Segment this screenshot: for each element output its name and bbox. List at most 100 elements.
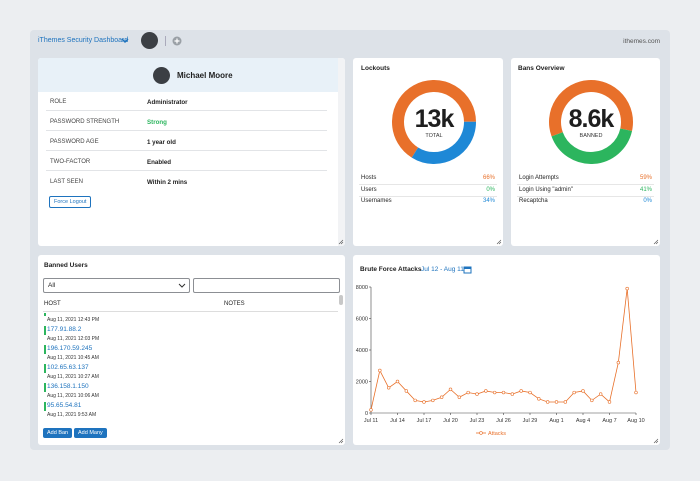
row-divider (517, 195, 654, 197)
line-point (625, 286, 629, 291)
footer: Add Ban Add Many (38, 425, 345, 445)
card-title: Banned Users (44, 262, 88, 269)
column-header: HOST (44, 301, 61, 307)
line-point (572, 390, 576, 395)
donut-total: 13k (415, 105, 455, 133)
row-label: ROLE (50, 99, 67, 105)
resize-grip (653, 438, 659, 444)
donut-segment (392, 80, 476, 158)
line-point (537, 397, 541, 401)
line-point (484, 389, 488, 393)
row-value: Within 2 mins (147, 179, 188, 186)
column-header: NOTES (224, 301, 245, 307)
ban-host: 102.65.63.137 (47, 364, 89, 371)
row-label: TWO-FACTOR (50, 159, 91, 165)
line-point (501, 390, 506, 395)
ban-date: Aug 11, 2021 10:45 AM (47, 355, 99, 361)
date-range[interactable]: Jul 12 - Aug 11 (421, 266, 464, 273)
legend-value: 66% (482, 175, 495, 181)
search-input[interactable] (193, 278, 340, 293)
line-point (457, 395, 462, 399)
divider (43, 311, 338, 312)
user-name: Michael Moore (177, 71, 233, 80)
user-header (38, 58, 338, 92)
row-label: PASSWORD STRENGTH (50, 119, 120, 125)
resize-grip (338, 438, 344, 444)
x-tick-label: Jul 29 (523, 418, 538, 424)
ban-marker (44, 402, 46, 411)
line-point (395, 379, 400, 384)
card-title: Lockouts (361, 65, 390, 72)
line-point (563, 400, 568, 404)
ban-host: 136.158.1.150 (47, 383, 89, 390)
resize-grip (338, 239, 344, 245)
row-label: PASSWORD AGE (50, 139, 99, 145)
line-point (598, 392, 603, 396)
legend-name: Login Attempts (519, 175, 559, 181)
card-title: Brute Force Attacks (360, 266, 422, 273)
line-point (378, 368, 382, 373)
donut-total: 8.6k (569, 105, 615, 133)
line-point (404, 389, 409, 393)
user-avatar (153, 67, 170, 84)
ban-marker (44, 345, 46, 354)
legend-name: Usernames (361, 198, 392, 204)
y-tick-label: 4000 (356, 348, 368, 354)
ban-host: 196.170.59.245 (47, 345, 93, 352)
dashboard-title[interactable]: iThemes Security Dashboard (38, 37, 129, 44)
donut-segment (411, 121, 476, 164)
donut-segment (551, 128, 633, 164)
line-point (616, 360, 621, 365)
donut-segment (549, 80, 633, 137)
donut-label: TOTAL (425, 133, 442, 139)
donut-label: BANNED (580, 133, 603, 139)
row-divider (359, 195, 497, 197)
row-value: Enabled (147, 159, 172, 166)
x-tick-label: Jul 17 (417, 418, 432, 424)
ban-date: Aug 11, 2021 12:03 PM (47, 336, 100, 342)
line-point (634, 390, 638, 395)
divider (165, 36, 166, 46)
y-tick-label: 2000 (356, 380, 368, 386)
legend-dot (479, 431, 483, 435)
scrollbar-thumb (339, 295, 343, 305)
line-point (528, 390, 532, 395)
line-point (439, 395, 444, 399)
add-ban-button[interactable]: Add Ban (43, 428, 73, 438)
add-icon[interactable] (172, 36, 182, 46)
line-point (545, 400, 550, 404)
line-point (581, 389, 585, 393)
y-tick-label: 0 (365, 411, 368, 417)
line-point (492, 390, 497, 395)
resize-grip (496, 239, 502, 245)
site-link[interactable]: ithemes.com (623, 38, 660, 45)
ban-list: Aug 11, 2021 12:43 PM 177.91.88.2 Aug 11, … (43, 313, 338, 423)
legend-value: 41% (639, 186, 652, 193)
ban-date: Aug 11, 2021 10:27 AM (47, 374, 99, 380)
x-tick-label: Jul 14 (390, 418, 405, 424)
calendar-icon[interactable] (463, 265, 472, 274)
row-divider (46, 170, 327, 171)
ban-host: 177.91.88.2 (47, 326, 82, 333)
banned-users-card: Banned Users All HOST NOTES Aug 11, 2021… (38, 255, 345, 445)
card-title: Bans Overview (518, 65, 565, 72)
ban-marker (44, 313, 46, 316)
avatar[interactable] (141, 32, 158, 49)
force-logout-button[interactable]: Force Logout (49, 196, 92, 208)
row-label: LAST SEEN (50, 179, 83, 185)
x-tick-label: Jul 20 (443, 418, 458, 424)
legend-value: 59% (639, 175, 652, 181)
brute-force-card: Brute Force Attacks Jul 12 - Aug 11 (353, 255, 660, 445)
line-point (431, 398, 435, 403)
add-many-button[interactable]: Add Many (74, 428, 107, 438)
line-point (607, 400, 612, 404)
line-point (510, 392, 515, 396)
filter-select[interactable]: All (43, 278, 190, 293)
legend-name: Hosts (361, 175, 377, 181)
chevron-icon[interactable] (120, 37, 130, 45)
line-point (413, 398, 417, 403)
select-arrow (178, 283, 186, 288)
row-value: Strong (147, 119, 167, 126)
legend-name: Users (361, 186, 377, 193)
